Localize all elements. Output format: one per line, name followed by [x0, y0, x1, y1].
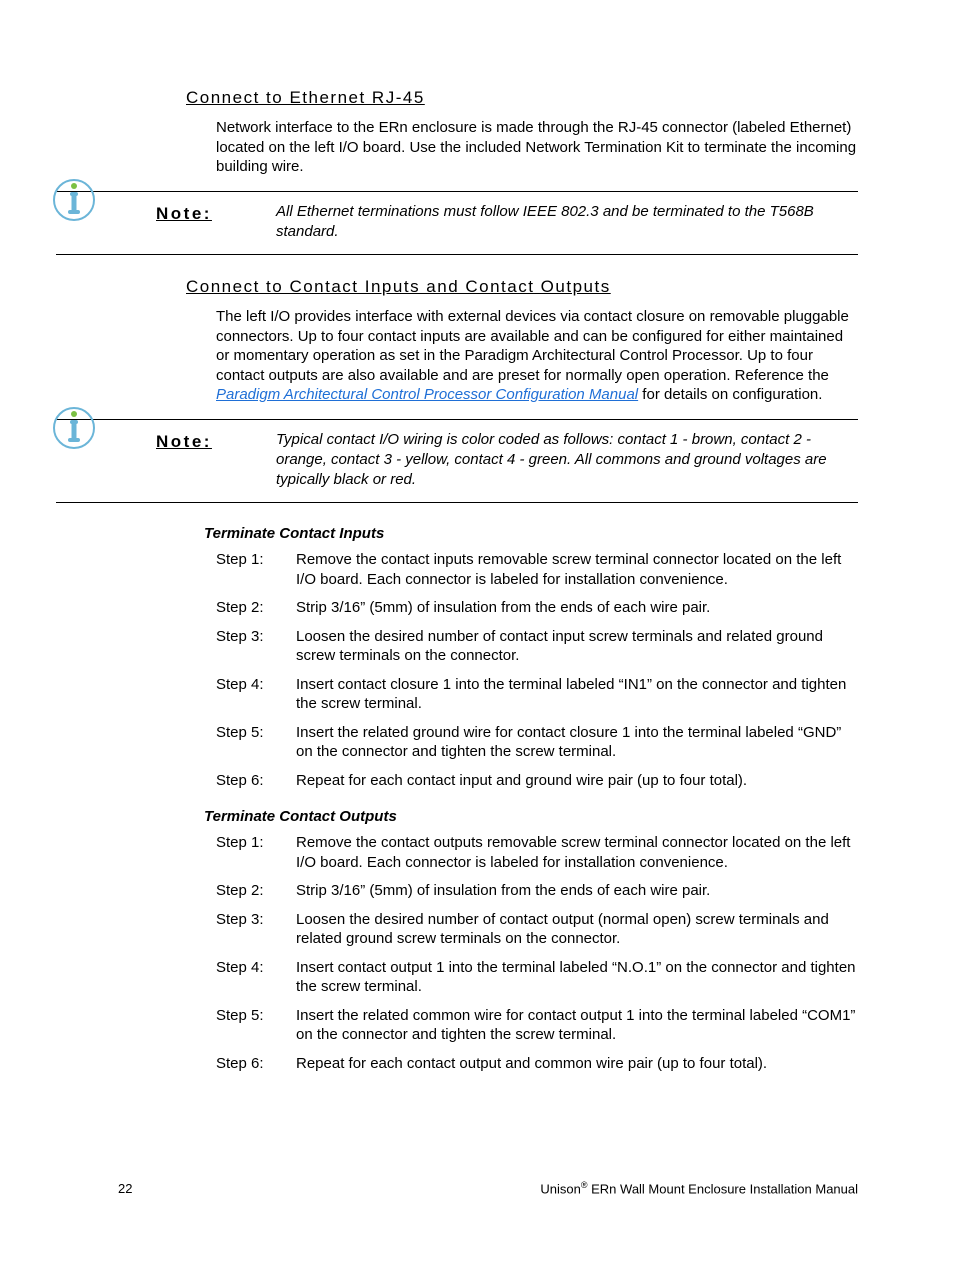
step-label: Step 6: — [216, 1054, 296, 1074]
step-label: Step 1: — [216, 833, 296, 872]
footer-product: Unison® ERn Wall Mount Enclosure Install… — [540, 1180, 858, 1196]
step-text: Loosen the desired number of contact out… — [296, 910, 858, 949]
step-row: Step 6:Repeat for each contact input and… — [216, 771, 858, 791]
footer-suffix: ERn Wall Mount Enclosure Installation Ma… — [588, 1181, 858, 1196]
step-text: Remove the contact outputs removable scr… — [296, 833, 858, 872]
step-label: Step 4: — [216, 675, 296, 714]
page-content: Connect to Ethernet RJ-45 Network interf… — [0, 0, 954, 1272]
step-label: Step 2: — [216, 881, 296, 901]
note-text: All Ethernet terminations must follow IE… — [276, 202, 858, 243]
step-label: Step 4: — [216, 958, 296, 997]
step-label: Step 2: — [216, 598, 296, 618]
page-number: 22 — [118, 1181, 132, 1196]
registered-mark: ® — [581, 1180, 588, 1190]
manual-link[interactable]: Paradigm Architectural Control Processor… — [216, 386, 638, 403]
info-icon — [50, 404, 98, 452]
section-heading-ethernet: Connect to Ethernet RJ-45 — [186, 88, 858, 108]
outputs-steps-list: Step 1:Remove the contact outputs remova… — [56, 833, 858, 1073]
note-label: Note: — [156, 202, 276, 243]
note-label: Note: — [156, 430, 276, 491]
sub-heading-inputs: Terminate Contact Inputs — [204, 525, 858, 542]
note-text: Typical contact I/O wiring is color code… — [276, 430, 858, 491]
body-text-ethernet: Network interface to the ERn enclosure i… — [216, 118, 858, 177]
note-block-1: Note: All Ethernet terminations must fol… — [56, 191, 858, 256]
step-label: Step 5: — [216, 723, 296, 762]
section-heading-contacts: Connect to Contact Inputs and Contact Ou… — [186, 277, 858, 297]
step-label: Step 1: — [216, 550, 296, 589]
step-text: Strip 3/16” (5mm) of insulation from the… — [296, 881, 858, 901]
step-row: Step 2:Strip 3/16” (5mm) of insulation f… — [216, 598, 858, 618]
step-row: Step 5:Insert the related common wire fo… — [216, 1006, 858, 1045]
step-row: Step 2:Strip 3/16” (5mm) of insulation f… — [216, 881, 858, 901]
note-icon-wrap — [56, 430, 156, 491]
step-label: Step 6: — [216, 771, 296, 791]
step-text: Insert contact closure 1 into the termin… — [296, 675, 858, 714]
step-row: Step 1:Remove the contact inputs removab… — [216, 550, 858, 589]
step-row: Step 4:Insert contact output 1 into the … — [216, 958, 858, 997]
step-row: Step 5:Insert the related ground wire fo… — [216, 723, 858, 762]
step-text: Insert the related ground wire for conta… — [296, 723, 858, 762]
info-icon — [50, 176, 98, 224]
step-text: Repeat for each contact input and ground… — [296, 771, 858, 791]
footer-prefix: Unison — [540, 1181, 580, 1196]
step-label: Step 5: — [216, 1006, 296, 1045]
step-text: Strip 3/16” (5mm) of insulation from the… — [296, 598, 858, 618]
step-text: Insert the related common wire for conta… — [296, 1006, 858, 1045]
step-label: Step 3: — [216, 910, 296, 949]
step-row: Step 4:Insert contact closure 1 into the… — [216, 675, 858, 714]
note-block-2: Note: Typical contact I/O wiring is colo… — [56, 419, 858, 504]
step-text: Repeat for each contact output and commo… — [296, 1054, 858, 1074]
step-label: Step 3: — [216, 627, 296, 666]
body-text-before-link: The left I/O provides interface with ext… — [216, 308, 849, 384]
body-text-after-link: for details on configuration. — [638, 386, 822, 403]
step-row: Step 3:Loosen the desired number of cont… — [216, 627, 858, 666]
note-icon-wrap — [56, 202, 156, 243]
sub-heading-outputs: Terminate Contact Outputs — [204, 808, 858, 825]
step-text: Loosen the desired number of contact inp… — [296, 627, 858, 666]
body-text-contacts: The left I/O provides interface with ext… — [216, 307, 858, 405]
step-text: Insert contact output 1 into the termina… — [296, 958, 858, 997]
page-footer: 22 Unison® ERn Wall Mount Enclosure Inst… — [118, 1180, 858, 1196]
step-text: Remove the contact inputs removable scre… — [296, 550, 858, 589]
step-row: Step 3:Loosen the desired number of cont… — [216, 910, 858, 949]
step-row: Step 1:Remove the contact outputs remova… — [216, 833, 858, 872]
step-row: Step 6:Repeat for each contact output an… — [216, 1054, 858, 1074]
inputs-steps-list: Step 1:Remove the contact inputs removab… — [56, 550, 858, 790]
